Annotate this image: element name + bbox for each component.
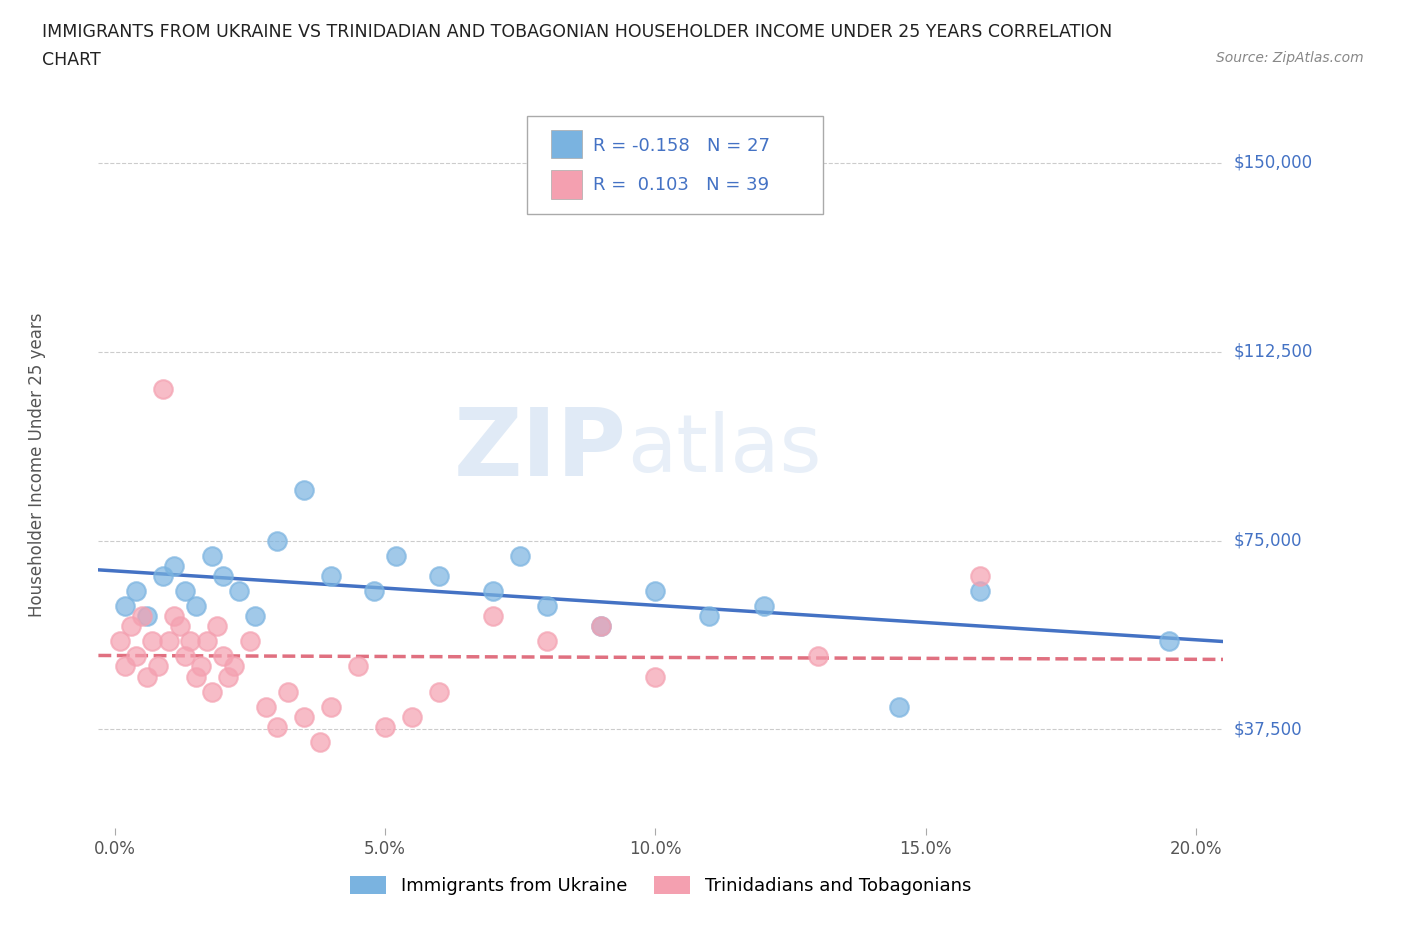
- Point: [644, 670, 666, 684]
- Point: [482, 583, 505, 598]
- Point: [385, 548, 408, 563]
- Point: [277, 684, 299, 699]
- Point: [254, 699, 277, 714]
- Point: [427, 684, 450, 699]
- Point: [887, 699, 910, 714]
- Point: [190, 659, 212, 674]
- Legend: Immigrants from Ukraine, Trinidadians and Tobagonians: Immigrants from Ukraine, Trinidadians an…: [343, 869, 979, 902]
- Point: [807, 649, 830, 664]
- Point: [131, 608, 153, 623]
- Point: [207, 618, 229, 633]
- Point: [179, 634, 201, 649]
- Point: [228, 583, 250, 598]
- Point: [292, 710, 315, 724]
- Text: R =  0.103   N = 39: R = 0.103 N = 39: [593, 176, 769, 193]
- Point: [319, 568, 342, 583]
- Point: [752, 599, 775, 614]
- Point: [211, 649, 233, 664]
- Text: CHART: CHART: [42, 51, 101, 69]
- Text: atlas: atlas: [627, 411, 821, 489]
- Point: [108, 634, 131, 649]
- Point: [363, 583, 385, 598]
- Text: $112,500: $112,500: [1234, 342, 1313, 361]
- Point: [644, 583, 666, 598]
- Point: [245, 608, 267, 623]
- Point: [591, 618, 613, 633]
- Point: [401, 710, 423, 724]
- Point: [174, 649, 197, 664]
- Text: ZIP: ZIP: [454, 405, 627, 497]
- Point: [201, 684, 224, 699]
- Point: [266, 533, 288, 548]
- Point: [141, 634, 163, 649]
- Point: [347, 659, 370, 674]
- Point: [292, 483, 315, 498]
- Point: [184, 670, 207, 684]
- Text: Householder Income Under 25 years: Householder Income Under 25 years: [28, 312, 45, 618]
- Point: [152, 568, 174, 583]
- Text: $150,000: $150,000: [1234, 153, 1313, 172]
- Point: [969, 583, 991, 598]
- Point: [427, 568, 450, 583]
- Text: R = -0.158   N = 27: R = -0.158 N = 27: [593, 137, 770, 154]
- Point: [536, 599, 558, 614]
- Point: [114, 659, 136, 674]
- Text: $37,500: $37,500: [1234, 721, 1303, 738]
- Text: IMMIGRANTS FROM UKRAINE VS TRINIDADIAN AND TOBAGONIAN HOUSEHOLDER INCOME UNDER 2: IMMIGRANTS FROM UKRAINE VS TRINIDADIAN A…: [42, 23, 1112, 41]
- Point: [1159, 634, 1181, 649]
- Point: [146, 659, 169, 674]
- Point: [120, 618, 142, 633]
- Point: [319, 699, 342, 714]
- Point: [195, 634, 218, 649]
- Point: [266, 720, 288, 735]
- Point: [699, 608, 721, 623]
- Point: [125, 649, 148, 664]
- Point: [125, 583, 148, 598]
- Point: [239, 634, 262, 649]
- Point: [114, 599, 136, 614]
- Point: [309, 735, 332, 750]
- Point: [969, 568, 991, 583]
- Text: Source: ZipAtlas.com: Source: ZipAtlas.com: [1216, 51, 1364, 65]
- Point: [136, 608, 159, 623]
- Point: [136, 670, 159, 684]
- Point: [152, 382, 174, 397]
- Point: [174, 583, 197, 598]
- Point: [163, 608, 186, 623]
- Point: [163, 558, 186, 573]
- Point: [184, 599, 207, 614]
- Point: [536, 634, 558, 649]
- Point: [201, 548, 224, 563]
- Point: [374, 720, 396, 735]
- Point: [591, 618, 613, 633]
- Point: [169, 618, 191, 633]
- Point: [482, 608, 505, 623]
- Point: [509, 548, 531, 563]
- Point: [222, 659, 245, 674]
- Point: [157, 634, 180, 649]
- Text: $75,000: $75,000: [1234, 532, 1302, 550]
- Point: [211, 568, 233, 583]
- Point: [217, 670, 239, 684]
